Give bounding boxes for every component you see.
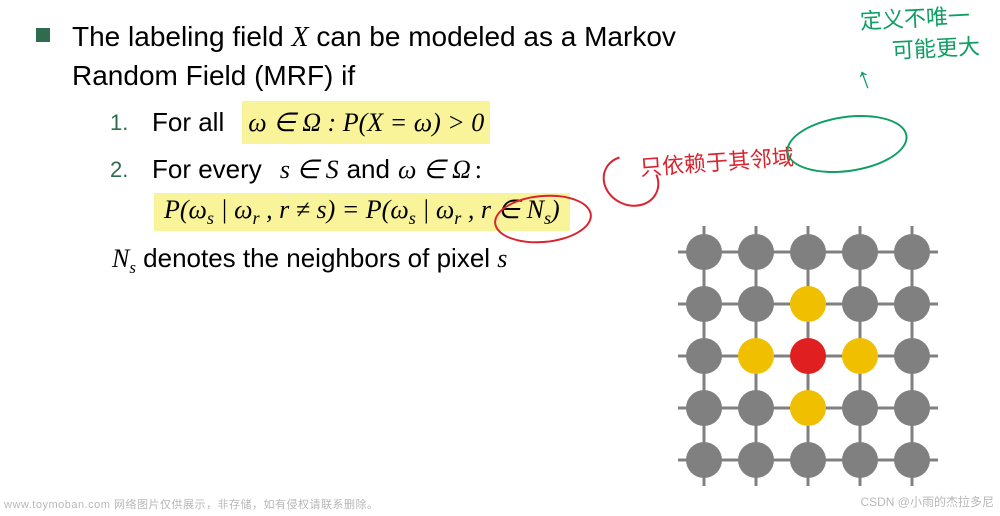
item1-num: 1.: [110, 106, 134, 139]
item1-formula: ω ∈ Ω : P(X = ω) > 0: [242, 101, 490, 144]
item2-mid1: s ∈ S: [280, 150, 339, 189]
watermark-left: www.toymoban.com 网络图片仅供展示，非存储，如有侵权请联系删除。: [4, 496, 378, 512]
item2-and: and: [347, 150, 390, 189]
neighbor-grid-diagram: [678, 226, 938, 486]
watermark-right: CSDN @小雨的杰拉多尼: [860, 493, 994, 510]
main-title: The labeling field X can be modeled as a…: [72, 18, 970, 95]
item1-prefix: For all: [152, 103, 224, 142]
item2-mid2: ω ∈ Ω: [398, 150, 471, 189]
item2-num: 2.: [110, 153, 134, 186]
item2-prefix: For every: [152, 150, 262, 189]
bullet-square: [36, 28, 50, 42]
